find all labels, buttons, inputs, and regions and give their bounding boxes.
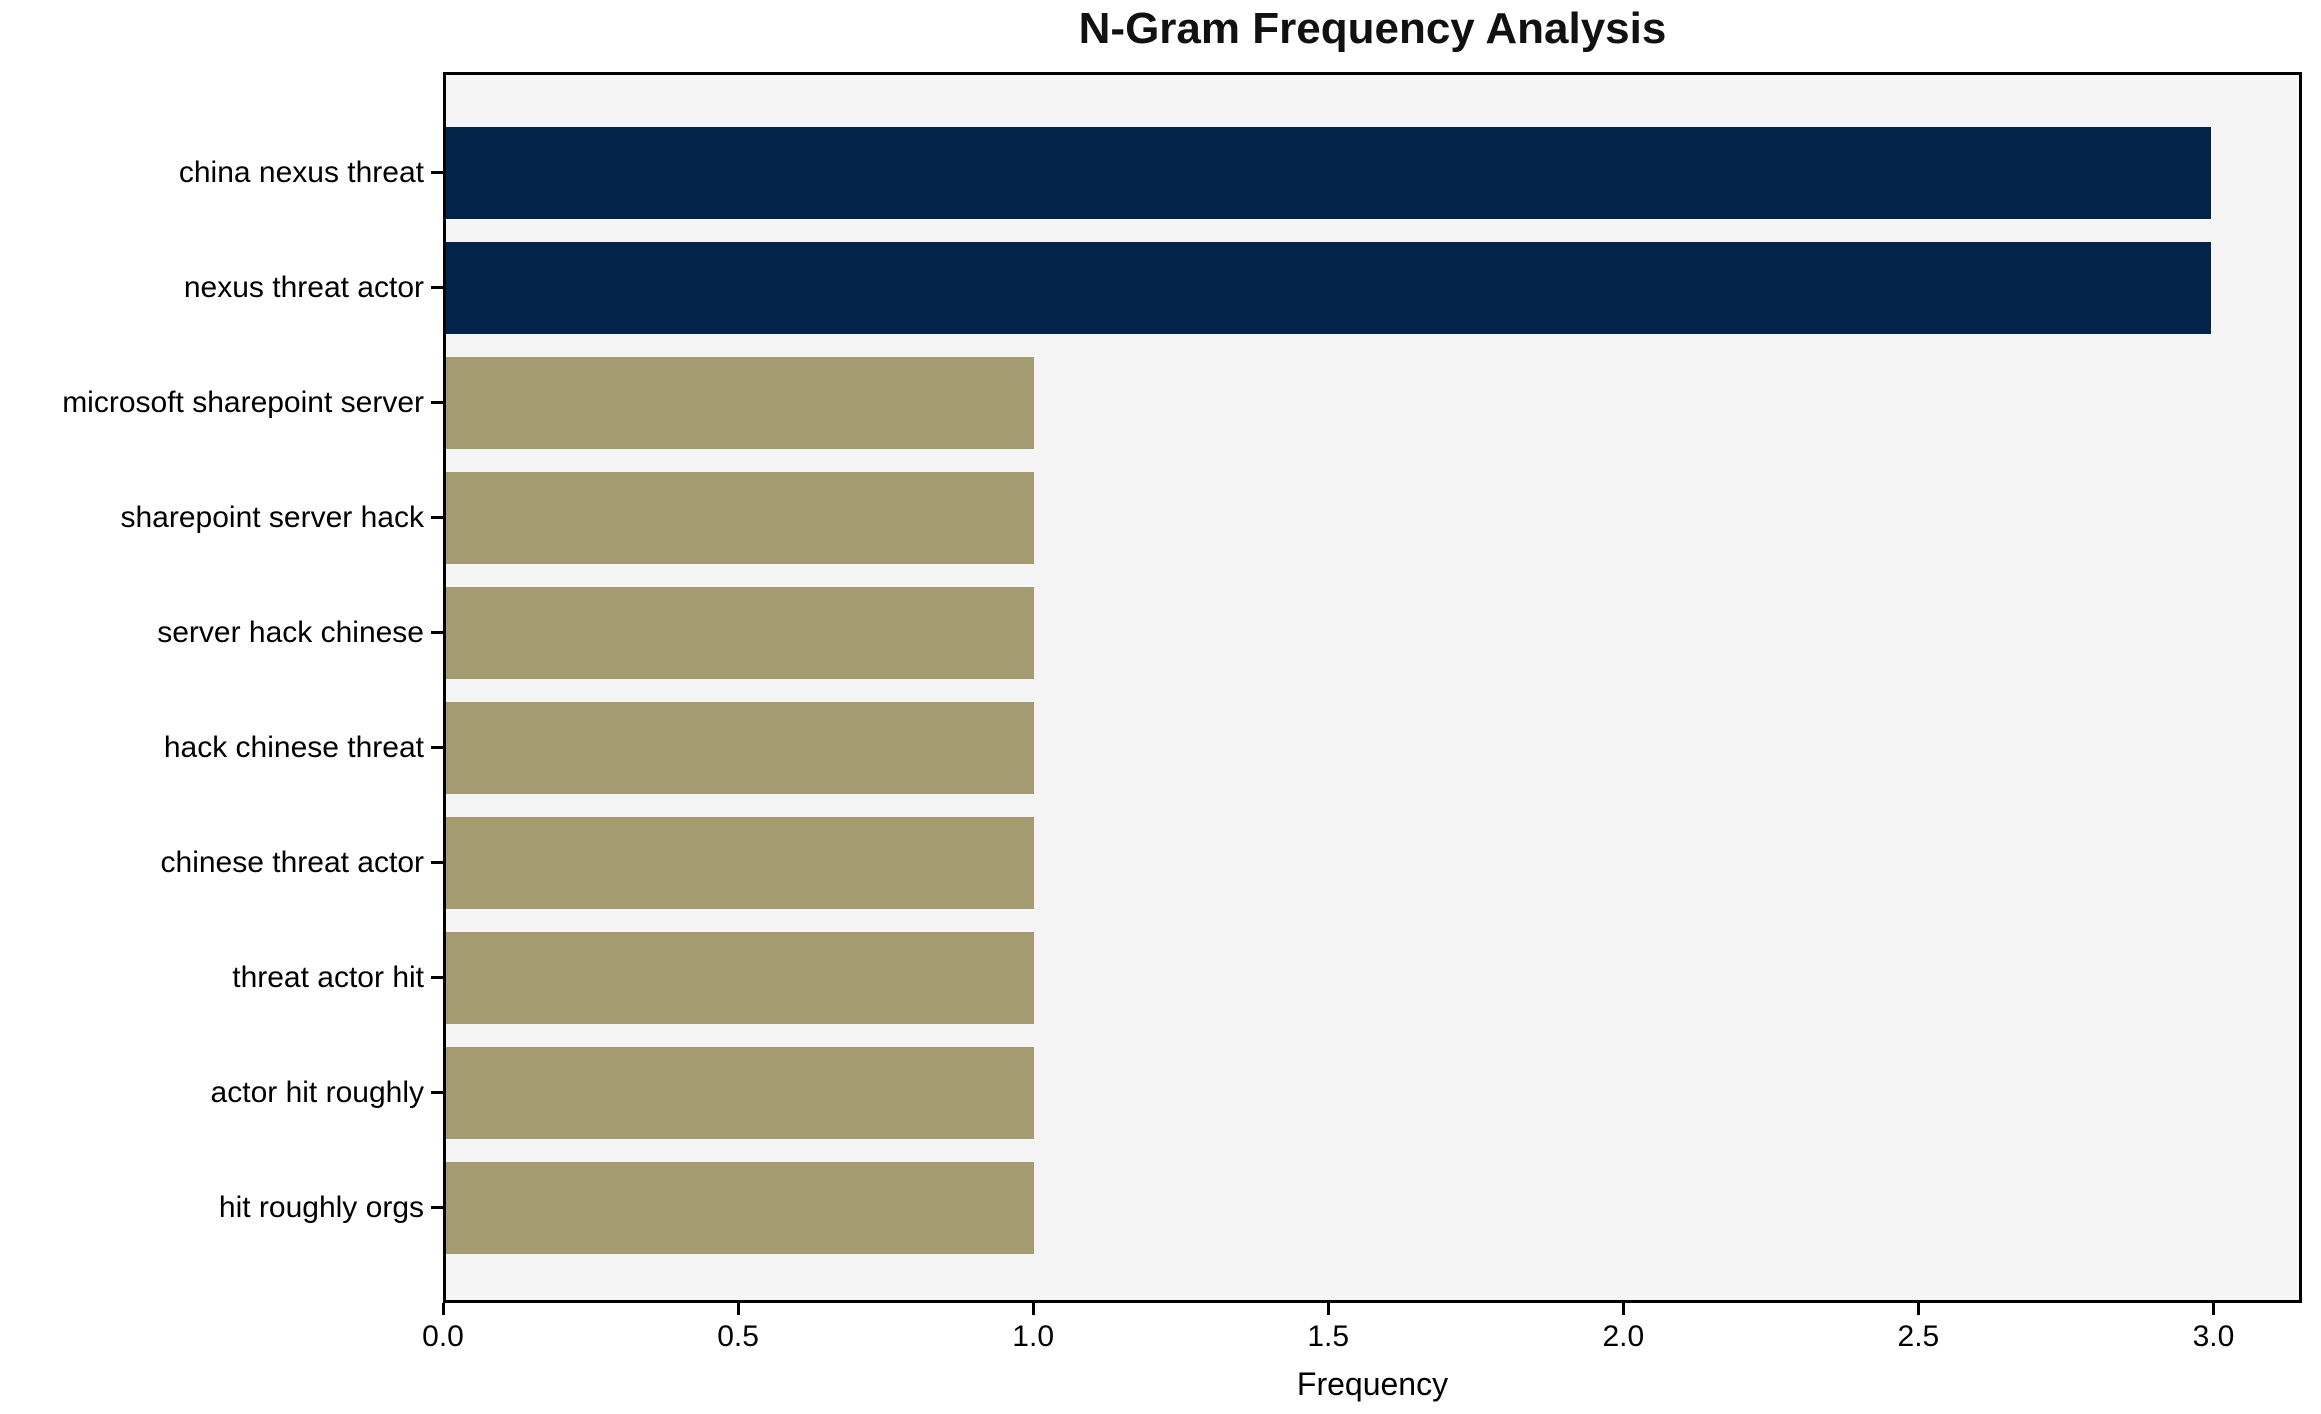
- bar-china-nexus-threat: [446, 126, 2211, 219]
- bar-threat-actor-hit: [446, 931, 1035, 1024]
- y-tick-mark: [431, 1091, 443, 1094]
- bar-server-hack-chinese: [446, 586, 1035, 679]
- bar-nexus-threat-actor: [446, 241, 2211, 334]
- x-tick-label: 2.0: [1602, 1320, 1645, 1353]
- y-tick-mark: [431, 171, 443, 174]
- x-tick-label: 0.5: [717, 1320, 759, 1353]
- y-tick-label: sharepoint server hack: [120, 500, 425, 534]
- chart-title: N-Gram Frequency Analysis: [1078, 4, 1667, 53]
- bar-microsoft-sharepoint-server: [446, 356, 1035, 449]
- y-tick-label: chinese threat actor: [160, 845, 424, 879]
- x-tick-label: 0.0: [422, 1320, 464, 1353]
- y-tick-mark: [431, 861, 443, 864]
- bar-hack-chinese-threat: [446, 701, 1035, 794]
- x-tick-mark: [1916, 1303, 1920, 1315]
- x-tick-mark: [736, 1303, 740, 1315]
- y-tick-mark: [431, 401, 443, 404]
- x-tick-mark: [1326, 1303, 1330, 1315]
- x-tick-mark: [1621, 1303, 1625, 1315]
- x-tick-mark: [1031, 1303, 1035, 1315]
- y-tick-label: china nexus threat: [178, 155, 424, 189]
- y-tick-label: actor hit roughly: [210, 1075, 424, 1109]
- x-tick-mark: [2211, 1303, 2215, 1315]
- y-tick-mark: [431, 516, 443, 519]
- y-tick-mark: [431, 631, 443, 634]
- x-tick-label: 1.0: [1012, 1320, 1055, 1353]
- bar-actor-hit-roughly: [446, 1046, 1035, 1139]
- plot-area: [443, 72, 2302, 1303]
- y-tick-mark: [431, 976, 443, 979]
- x-tick-label: 1.5: [1307, 1320, 1350, 1353]
- x-axis-label: Frequency: [1296, 1366, 1449, 1402]
- y-tick-label: hit roughly orgs: [218, 1190, 424, 1224]
- y-tick-label: nexus threat actor: [183, 270, 424, 304]
- x-tick-label: 2.5: [1897, 1320, 1940, 1353]
- bar-chinese-threat-actor: [446, 816, 1035, 909]
- y-tick-label: threat actor hit: [232, 960, 424, 994]
- y-tick-mark: [431, 286, 443, 289]
- y-tick-label: microsoft sharepoint server: [62, 385, 424, 419]
- y-tick-mark: [431, 1206, 443, 1209]
- y-tick-label: hack chinese threat: [163, 730, 424, 764]
- x-tick-label: 3.0: [2192, 1320, 2235, 1353]
- x-tick-mark: [441, 1303, 445, 1315]
- bar-sharepoint-server-hack: [446, 471, 1035, 564]
- y-tick-label: server hack chinese: [157, 615, 424, 649]
- bar-hit-roughly-orgs: [446, 1161, 1035, 1254]
- y-tick-mark: [431, 746, 443, 749]
